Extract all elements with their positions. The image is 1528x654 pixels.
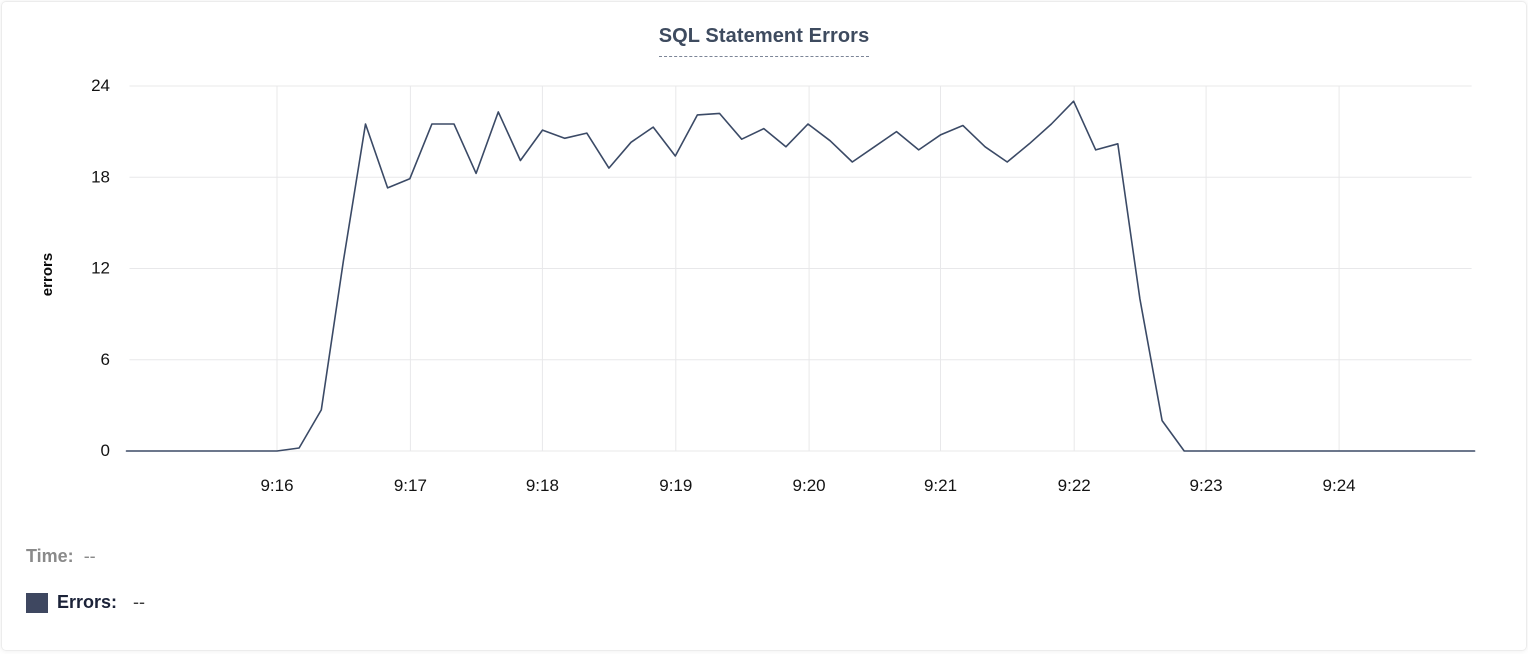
svg-text:errors: errors xyxy=(39,253,56,296)
svg-text:9:24: 9:24 xyxy=(1323,476,1356,495)
svg-text:9:19: 9:19 xyxy=(659,476,692,495)
svg-text:9:17: 9:17 xyxy=(394,476,427,495)
svg-text:12: 12 xyxy=(91,259,110,278)
svg-text:0: 0 xyxy=(101,441,110,460)
svg-text:9:21: 9:21 xyxy=(924,476,957,495)
svg-text:9:18: 9:18 xyxy=(526,476,559,495)
svg-text:9:23: 9:23 xyxy=(1190,476,1223,495)
svg-text:9:16: 9:16 xyxy=(260,476,293,495)
svg-text:9:22: 9:22 xyxy=(1058,476,1091,495)
svg-text:24: 24 xyxy=(91,76,110,95)
svg-text:6: 6 xyxy=(101,350,110,369)
svg-text:9:20: 9:20 xyxy=(793,476,826,495)
svg-text:18: 18 xyxy=(91,167,110,186)
